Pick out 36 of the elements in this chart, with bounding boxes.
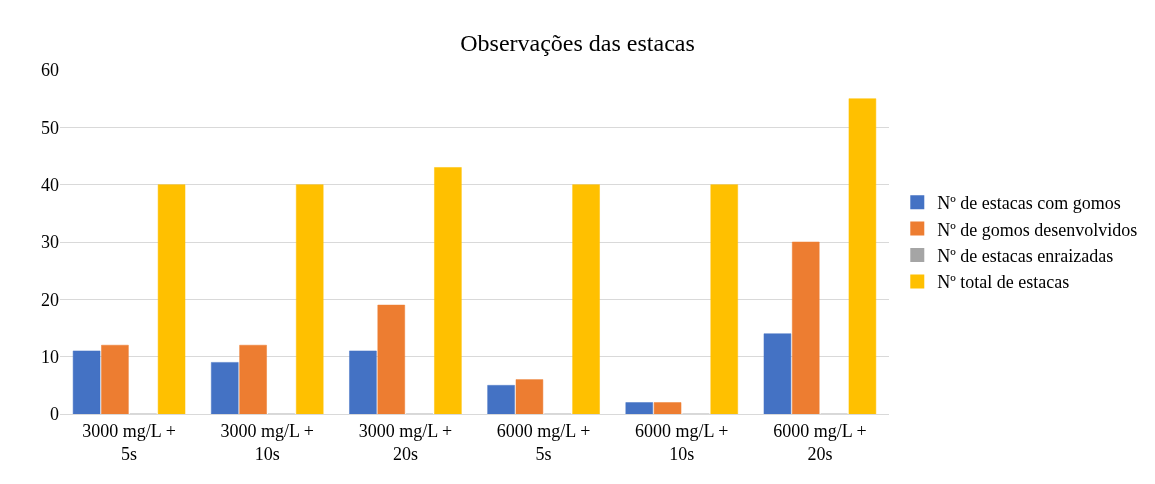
bar	[349, 350, 377, 414]
bar	[157, 184, 186, 414]
bar	[434, 167, 462, 414]
legend-label: Nº de estacas enraizadas	[937, 246, 1114, 267]
bar	[710, 184, 738, 414]
x-tick-label: 6000 mg/L + 20s	[773, 420, 867, 464]
y-tick-label: 10	[41, 346, 59, 367]
bar	[848, 98, 877, 414]
chart-title: Observações das estacas	[460, 29, 695, 56]
y-tick-label: 0	[50, 404, 59, 425]
bar	[296, 184, 324, 414]
y-tick-label: 40	[41, 174, 59, 195]
bar	[763, 333, 792, 414]
x-tick-label: 6000 mg/L + 10s	[635, 420, 729, 464]
bar	[211, 362, 239, 414]
y-tick-label: 60	[41, 60, 59, 81]
legend-label: Nº de gomos desenvolvidos	[937, 219, 1138, 240]
x-tick-label: 6000 mg/L + 5s	[496, 420, 591, 464]
y-tick-label: 50	[41, 117, 59, 138]
x-tick-label: 3000 mg/L + 5s	[82, 420, 176, 464]
bar	[239, 344, 267, 414]
bar	[101, 344, 129, 414]
x-tick-label: 3000 mg/L + 10s	[220, 420, 314, 464]
bar	[487, 385, 515, 414]
y-tick-label: 20	[41, 289, 59, 310]
bar	[653, 402, 682, 414]
legend-label: Nº de estacas com gomos	[937, 193, 1121, 214]
bar	[377, 304, 405, 414]
bar	[625, 402, 653, 414]
legend-label: Nº total de estacas	[937, 272, 1070, 293]
x-tick-label: 3000 mg/L + 20s	[358, 420, 453, 464]
y-tick-label: 30	[41, 232, 59, 253]
bar	[515, 379, 544, 414]
bar	[72, 350, 101, 414]
bar	[572, 184, 600, 414]
bar	[792, 241, 820, 414]
